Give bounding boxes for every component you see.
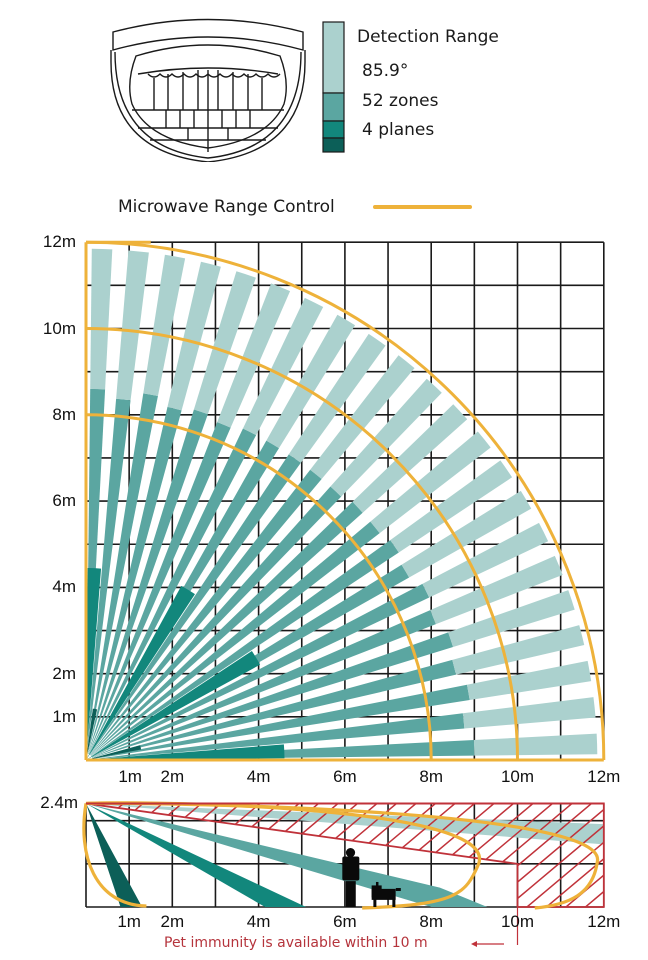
person-torso [342, 857, 359, 881]
side-view-coverage-chart [0, 780, 648, 960]
top-view-y-tick-label: 10m [43, 319, 76, 339]
side-view-x-tick-label: 6m [333, 912, 357, 932]
side-view-x-tick-label: 2m [160, 912, 184, 932]
top-view-x-tick-label: 4m [247, 767, 271, 787]
hatch-line [619, 798, 648, 912]
top-view-y-tick-label: 2m [52, 664, 76, 684]
pet-immunity-note: Pet immunity is available within 10 m [164, 935, 428, 951]
far-plane-beam [90, 249, 112, 390]
dog-tail [396, 888, 401, 891]
person-head [346, 848, 355, 857]
top-view-y-tick-label: 4m [52, 577, 76, 597]
dog-ear [376, 882, 379, 887]
top-view-x-tick-label: 1m [118, 767, 142, 787]
hatch-line [443, 798, 578, 912]
side-view-x-tick-label: 10m [501, 912, 534, 932]
person-legs [346, 881, 356, 907]
top-view-x-tick-label: 6m [333, 767, 357, 787]
far-plane-beam [463, 697, 596, 728]
top-view-y-tick-label: 1m [52, 707, 76, 727]
top-view-x-tick-label: 10m [501, 767, 534, 787]
side-view-x-tick-label: 12m [587, 912, 620, 932]
top-view-x-tick-label: 8m [419, 767, 443, 787]
hatch-line [599, 798, 648, 912]
top-view-y-tick-label: 8m [52, 405, 76, 425]
dog-leg-front [373, 898, 376, 907]
top-view-x-tick-label: 2m [160, 767, 184, 787]
side-view-x-tick-label: 4m [247, 912, 271, 932]
side-view-x-tick-label: 1m [117, 912, 141, 932]
hatch-line [502, 798, 637, 912]
hatch-line [0, 798, 91, 912]
pet-immunity-arrow-icon [470, 937, 506, 951]
far-plane-beam [116, 250, 149, 400]
hatch-line [580, 798, 648, 912]
top-view-coverage-chart [0, 0, 648, 790]
top-view-y-tick-label: 12m [43, 232, 76, 252]
hatch-line [0, 798, 110, 912]
detection-beams [86, 249, 597, 760]
far-plane-beam [474, 734, 597, 756]
hatch-line [0, 798, 71, 912]
dog-leg-back [392, 898, 395, 907]
top-view-x-tick-label: 12m [587, 767, 620, 787]
hatch-line [34, 798, 169, 912]
hatch-line [521, 798, 648, 912]
side-view-x-tick-label: 8m [419, 912, 443, 932]
pet-zone-hatching [0, 798, 648, 912]
top-view-y-tick-label: 6m [52, 491, 76, 511]
side-view-y-label: 2.4m [40, 793, 78, 813]
dog-head [372, 885, 382, 897]
hatch-line [638, 798, 648, 912]
